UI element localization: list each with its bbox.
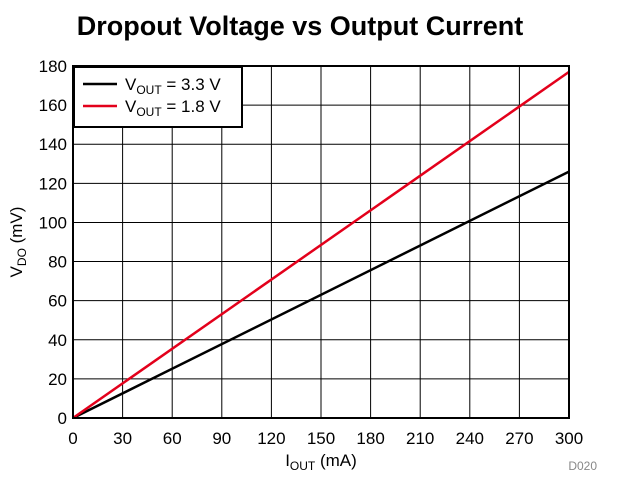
y-tick-label: 0	[58, 409, 67, 428]
x-tick-label: 180	[356, 429, 384, 448]
y-tick-label: 80	[48, 253, 67, 272]
y-axis-label: VDO (mV)	[7, 207, 29, 278]
legend-label-rest: = 3.3 V	[162, 75, 222, 94]
legend-label-main: V	[125, 97, 137, 116]
x-tick-label: 300	[555, 429, 583, 448]
x-tick-label: 150	[307, 429, 335, 448]
x-axis-label-main: I	[285, 451, 290, 470]
x-axis-label: IOUT (mA)	[285, 451, 357, 473]
legend-label: VOUT = 3.3 V	[125, 75, 221, 97]
legend-label-sub: OUT	[136, 105, 162, 119]
y-tick-label: 180	[39, 57, 67, 76]
y-tick-label: 140	[39, 135, 67, 154]
y-tick-labels: 0 20 40 60 80 100 120 140 160 180	[39, 57, 67, 428]
y-tick-label: 60	[48, 292, 67, 311]
series-group	[72, 70, 570, 420]
y-tick-label: 20	[48, 370, 67, 389]
series-line	[72, 170, 570, 420]
y-axis-label-unit: (mV)	[7, 207, 26, 249]
x-axis-label-sub: OUT	[290, 459, 316, 473]
x-tick-label: 90	[212, 429, 231, 448]
y-tick-label: 120	[39, 174, 67, 193]
plot-frame	[72, 65, 570, 419]
y-tick-label: 160	[39, 96, 67, 115]
legend-label-main: V	[125, 75, 137, 94]
x-axis-label-unit: (mA)	[315, 451, 357, 470]
y-tick-label: 40	[48, 331, 67, 350]
x-tick-label: 0	[68, 429, 77, 448]
legend-label: VOUT = 1.8 V	[125, 97, 221, 119]
x-tick-label: 120	[257, 429, 285, 448]
y-axis-label-sub: DO	[15, 248, 29, 266]
x-tick-label: 240	[456, 429, 484, 448]
series-line	[72, 70, 570, 420]
y-axis-label-main: V	[7, 265, 26, 277]
figure-id: D020	[568, 459, 597, 473]
x-tick-label: 30	[113, 429, 132, 448]
legend-label-sub: OUT	[136, 83, 162, 97]
x-tick-label: 270	[505, 429, 533, 448]
legend-box	[73, 66, 243, 128]
legend-label-rest: = 1.8 V	[162, 97, 222, 116]
x-tick-label: 210	[406, 429, 434, 448]
y-tick-label: 100	[39, 213, 67, 232]
chart-title: Dropout Voltage vs Output Current	[77, 11, 524, 41]
x-tick-labels: 0 30 60 90 120 150 180 210 240 270 300	[68, 429, 583, 448]
x-tick-label: 60	[163, 429, 182, 448]
